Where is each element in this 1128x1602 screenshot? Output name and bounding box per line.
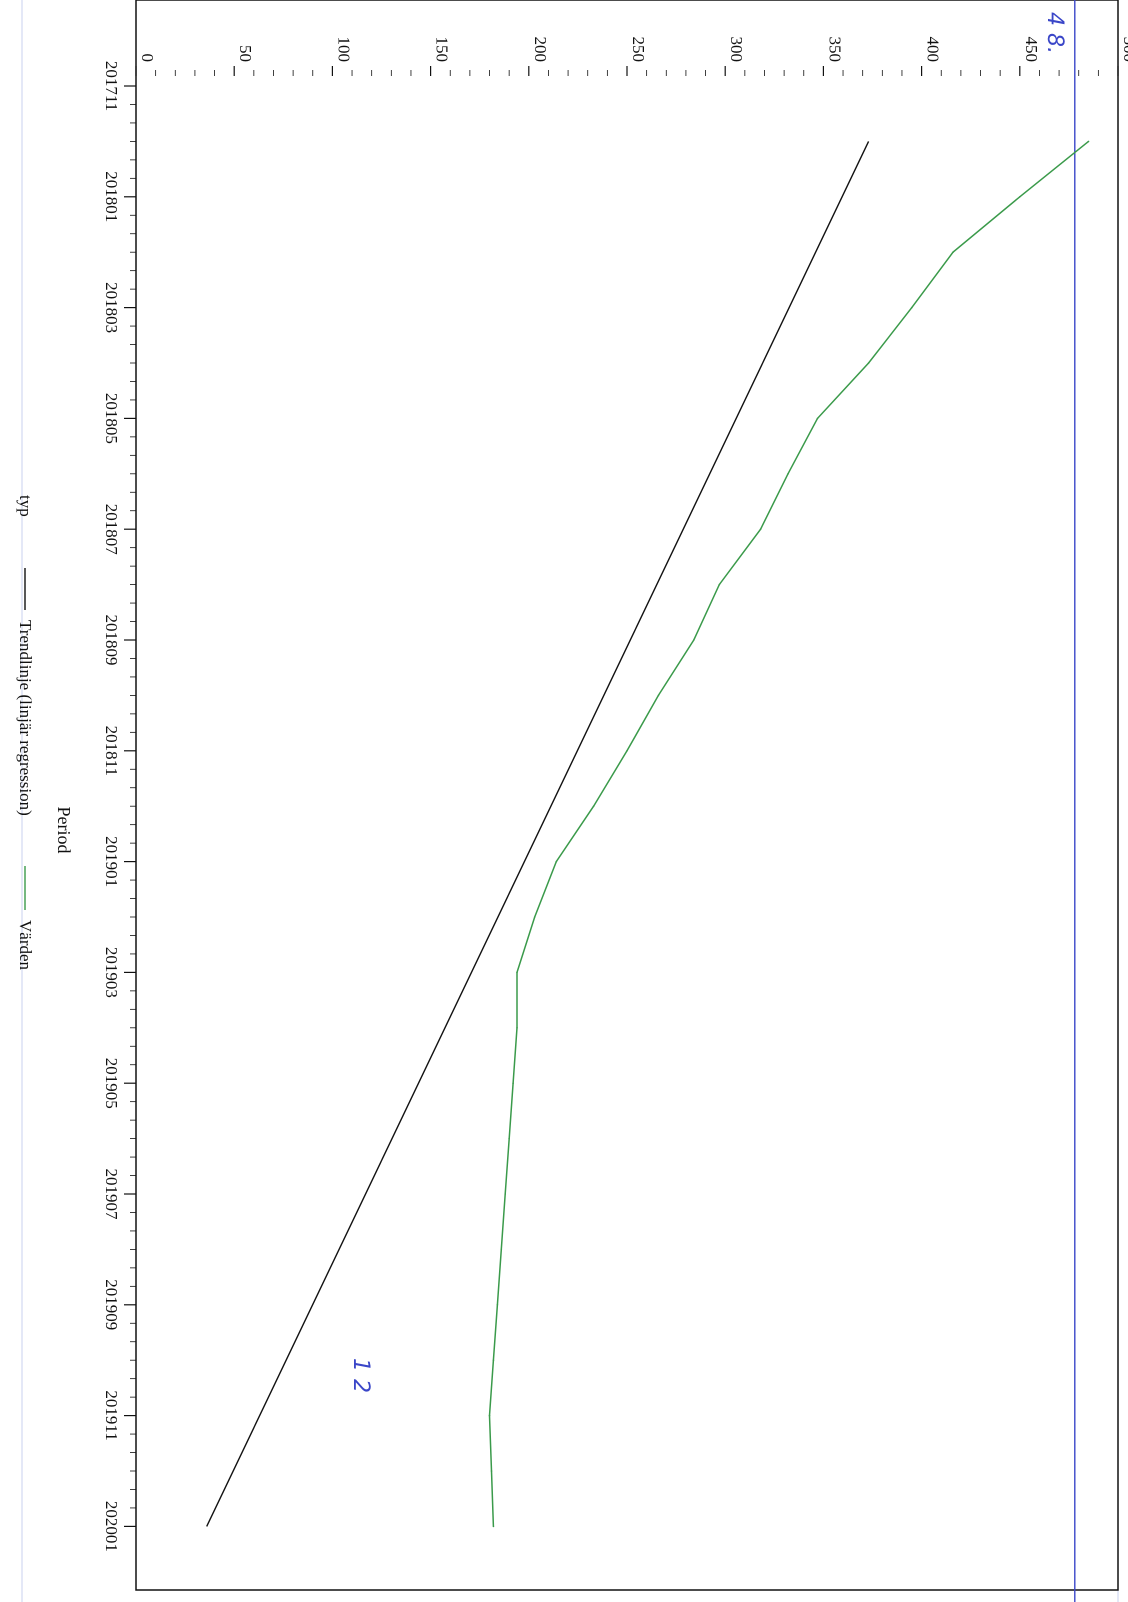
x-tick-label: 201905 — [102, 1058, 121, 1109]
x-tick-label: 201801 — [102, 171, 121, 222]
values-point — [492, 1525, 495, 1528]
legend-title: typ — [16, 495, 35, 517]
plot-frame — [135, 0, 1119, 1591]
x-tick-label: 201909 — [102, 1279, 121, 1330]
values-point — [692, 639, 695, 641]
x-tick-label: 201911 — [102, 1390, 121, 1440]
values-point — [759, 528, 762, 530]
values-point — [492, 1359, 495, 1361]
values-point — [500, 1248, 503, 1251]
legend: typ Trendlinje (linjär regression) Värde… — [16, 495, 35, 971]
x-axis-title: Period — [54, 807, 74, 854]
values-point — [533, 916, 536, 918]
y-tick-label: 350 — [825, 37, 844, 63]
values-point — [508, 1137, 510, 1140]
y-tick-label: 250 — [629, 37, 648, 63]
values-point — [592, 805, 595, 807]
values-point — [952, 251, 954, 253]
values-point — [1019, 196, 1021, 198]
values-point — [504, 1193, 507, 1195]
values-point — [1087, 140, 1090, 143]
annotation-top: 4 8. — [1042, 12, 1067, 54]
values-point — [787, 473, 789, 475]
y-tick-label: 50 — [236, 45, 255, 62]
values-point — [555, 860, 558, 863]
x-tick-label: 201711 — [102, 61, 121, 111]
x-tick-label: 201901 — [102, 836, 121, 887]
y-tick-label: 0 — [138, 54, 157, 63]
annotation-bottom: 1 2 — [348, 1358, 373, 1393]
y-tick-label: 150 — [433, 37, 452, 63]
x-tick-label: 202001 — [102, 1501, 121, 1552]
x-tick-label: 201805 — [102, 393, 121, 444]
values-point — [816, 417, 819, 420]
values-point — [516, 1027, 518, 1029]
y-tick-label: 100 — [334, 37, 353, 63]
y-tick-label: 450 — [1022, 37, 1041, 63]
y-tick-label: 400 — [924, 37, 943, 63]
x-tick-label: 201811 — [102, 726, 121, 776]
x-tick-label: 201903 — [102, 947, 121, 998]
values-line — [488, 140, 1089, 1527]
y-tick-label: 500 — [1120, 37, 1128, 63]
values-point — [657, 694, 660, 697]
values-point — [626, 750, 628, 752]
values-point — [867, 362, 870, 364]
values-point — [490, 1470, 493, 1472]
values-point — [910, 306, 913, 309]
x-tick-label: 201809 — [102, 615, 121, 666]
values-point — [488, 1414, 491, 1417]
legend-label-trend: Trendlinje (linjär regression) — [16, 620, 35, 816]
y-tick-label: 200 — [531, 37, 550, 63]
trend-line — [206, 141, 870, 1527]
x-tick-label: 201807 — [102, 504, 121, 556]
values-point — [496, 1304, 499, 1306]
values-point — [516, 971, 518, 974]
legend-label-values: Värden — [16, 920, 35, 971]
y-tick-label: 300 — [727, 37, 746, 63]
values-point — [512, 1082, 514, 1084]
x-tick-label: 201803 — [102, 282, 121, 333]
values-point — [718, 583, 721, 586]
x-tick-label: 201907 — [102, 1169, 121, 1221]
